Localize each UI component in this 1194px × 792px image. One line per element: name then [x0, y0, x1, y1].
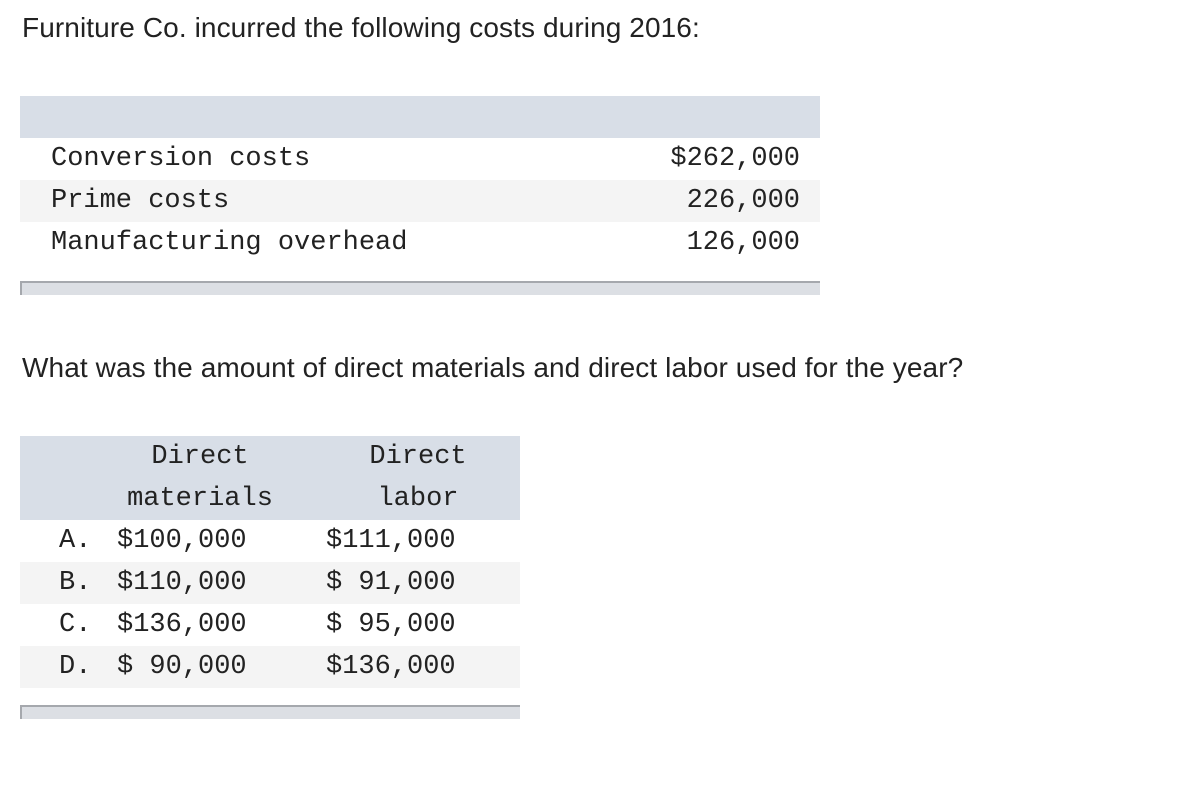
answer-table: Direct materials Direct labor A. $100,00…	[20, 436, 520, 719]
cost-value: $262,000	[670, 144, 800, 174]
answer-table-header: Direct materials Direct labor	[20, 436, 520, 520]
cost-table-footer	[20, 281, 820, 295]
option-labor: $111,000	[326, 526, 456, 556]
option-labor: $ 91,000	[326, 568, 456, 598]
answer-option-d: D. $ 90,000 $136,000	[20, 646, 520, 688]
cost-label: Prime costs	[51, 186, 230, 216]
answer-table-footer	[20, 705, 520, 719]
cost-label: Conversion costs	[51, 144, 311, 174]
option-labor: $136,000	[326, 652, 456, 682]
table-row: Manufacturing overhead 126,000	[20, 222, 820, 264]
intro-text: Furniture Co. incurred the following cos…	[22, 12, 700, 43]
option-labor: $ 95,000	[326, 610, 456, 640]
cost-table-header	[20, 96, 820, 138]
table-row: Prime costs 226,000	[20, 180, 820, 222]
answer-option-b: B. $110,000 $ 91,000	[20, 562, 520, 604]
option-materials: $110,000	[117, 568, 247, 598]
direct-materials-header: Direct materials	[127, 442, 273, 514]
cost-table: Conversion costs $262,000 Prime costs 22…	[20, 96, 820, 295]
cost-value: 226,000	[686, 186, 800, 216]
option-letter: C.	[59, 610, 92, 640]
direct-labor-header: Direct labor	[369, 442, 467, 514]
answer-option-c: C. $136,000 $ 95,000	[20, 604, 520, 646]
option-letter: D.	[59, 652, 92, 682]
option-letter: A.	[59, 526, 92, 556]
option-letter: B.	[59, 568, 92, 598]
cost-label: Manufacturing overhead	[51, 228, 408, 258]
option-materials: $100,000	[117, 526, 247, 556]
option-materials: $ 90,000	[117, 652, 247, 682]
option-materials: $136,000	[117, 610, 247, 640]
answer-option-a: A. $100,000 $111,000	[20, 520, 520, 562]
question-text: What was the amount of direct materials …	[22, 352, 964, 383]
cost-value: 126,000	[686, 228, 800, 258]
table-row: Conversion costs $262,000	[20, 138, 820, 180]
